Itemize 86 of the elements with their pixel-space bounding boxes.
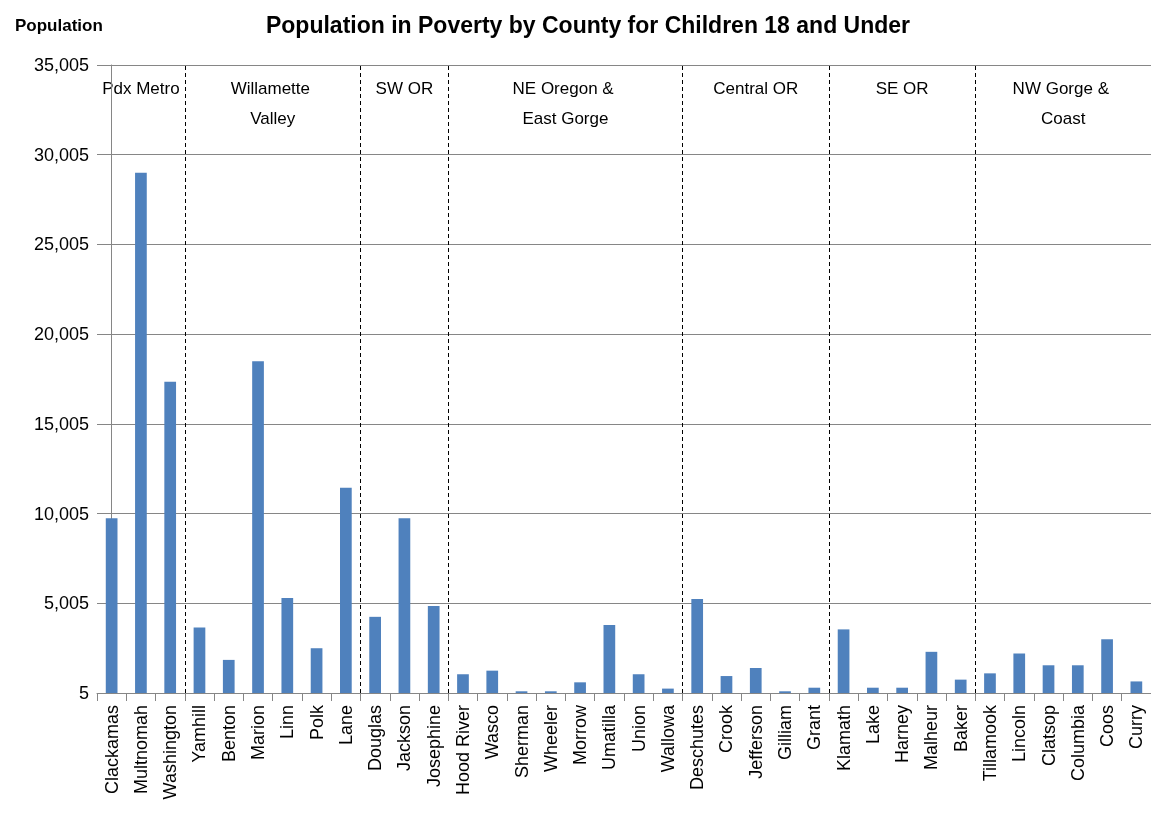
x-tick-label: Curry <box>1126 705 1147 749</box>
x-tick-label: Morrow <box>570 704 591 766</box>
bar <box>867 687 879 693</box>
y-tick-label: 10,005 <box>33 503 89 524</box>
annotation: NW Gorge & Coast <box>1012 78 1114 128</box>
bar <box>954 679 967 693</box>
bar <box>837 629 850 693</box>
y-tick-label: 5 <box>78 683 89 703</box>
bar <box>984 673 996 693</box>
x-tick-label: Union <box>628 705 649 753</box>
bar <box>369 616 381 693</box>
x-tick-label: Klamath <box>833 705 854 772</box>
y-tick-label: 15,005 <box>33 413 89 434</box>
x-tick-label: Tillamook <box>979 704 1000 782</box>
x-tick-label: Clackamas <box>101 705 122 795</box>
x-tick-label: Jackson <box>394 705 415 772</box>
bar <box>193 627 206 693</box>
bar <box>691 598 704 693</box>
bar <box>105 518 118 693</box>
x-tick-label: Clatsop <box>1038 705 1059 767</box>
bar <box>398 518 411 693</box>
y-tick-label: 20,005 <box>33 324 89 345</box>
x-tick-label: Wheeler <box>540 705 561 773</box>
bar <box>1071 665 1084 693</box>
x-tick-label: Coos <box>1097 705 1118 748</box>
y-tick-label: 30,005 <box>33 144 89 165</box>
x-tick-label: Umatilla <box>599 704 620 771</box>
x-tick-label: Wallowa <box>657 704 678 773</box>
x-tick-label: Lincoln <box>1009 705 1030 763</box>
bar <box>603 624 616 693</box>
annotation: Willamette Valley <box>230 78 315 128</box>
y-axis-title: Population <box>15 16 103 35</box>
x-tick-label: Jefferson <box>745 705 766 779</box>
bar <box>749 667 762 693</box>
annotation: Central OR <box>713 78 799 98</box>
bar <box>632 674 645 693</box>
bar <box>164 381 177 693</box>
x-tick-label: Douglas <box>365 705 386 772</box>
x-tick-label: Deschutes <box>687 705 708 791</box>
bar <box>310 648 323 693</box>
x-tick-label: Washington <box>160 705 181 800</box>
y-tick-label: 35,005 <box>33 55 89 75</box>
x-tick-label: Benton <box>218 705 239 763</box>
x-tick-label: Marion <box>248 705 269 761</box>
x-tick-label: Yamhill <box>189 705 210 763</box>
chart-title: Population in Poverty by County for Children 18 and Under <box>265 11 911 38</box>
bar <box>135 172 147 693</box>
bar <box>340 487 352 693</box>
annotation: SE OR <box>875 78 929 98</box>
x-tick-label: Lake <box>862 705 883 745</box>
bar <box>896 687 908 693</box>
bar <box>486 670 499 693</box>
bar <box>281 597 294 693</box>
bar <box>252 361 264 693</box>
x-tick-label: Multnomah <box>130 705 151 795</box>
x-tick-label: Wasco <box>482 705 503 760</box>
x-tick-label: Crook <box>716 704 737 754</box>
bar <box>662 688 674 693</box>
bar <box>574 682 586 693</box>
bar <box>808 687 821 693</box>
bar <box>457 674 469 693</box>
y-tick-label: 5,005 <box>43 593 89 614</box>
bar <box>1101 639 1113 693</box>
x-tick-label: Linn <box>277 705 298 740</box>
x-tick-label: Sherman <box>511 705 532 779</box>
x-tick-label: Baker <box>950 705 971 753</box>
x-tick-label: Polk <box>306 704 327 741</box>
bar <box>720 676 733 693</box>
bar <box>1042 665 1055 693</box>
annotation: Pdx Metro <box>102 78 180 98</box>
annotation: SW OR <box>375 78 434 98</box>
y-tick-label: 25,005 <box>33 234 89 255</box>
x-tick-label: Malheur <box>921 705 942 771</box>
annotation: NE Oregon & East Gorge <box>512 78 619 128</box>
bar <box>427 606 440 693</box>
x-tick-label: Josephine <box>423 705 444 788</box>
x-tick-label: Grant <box>804 705 825 751</box>
bar <box>1013 653 1026 693</box>
x-tick-label: Hood River <box>452 705 473 796</box>
bar <box>222 659 235 693</box>
x-tick-label: Lane <box>335 705 356 746</box>
bar <box>925 651 938 693</box>
x-tick-label: Gilliam <box>775 705 796 761</box>
x-tick-label: Harney <box>892 705 913 764</box>
bar <box>1130 681 1143 693</box>
x-tick-label: Columbia <box>1067 704 1088 782</box>
